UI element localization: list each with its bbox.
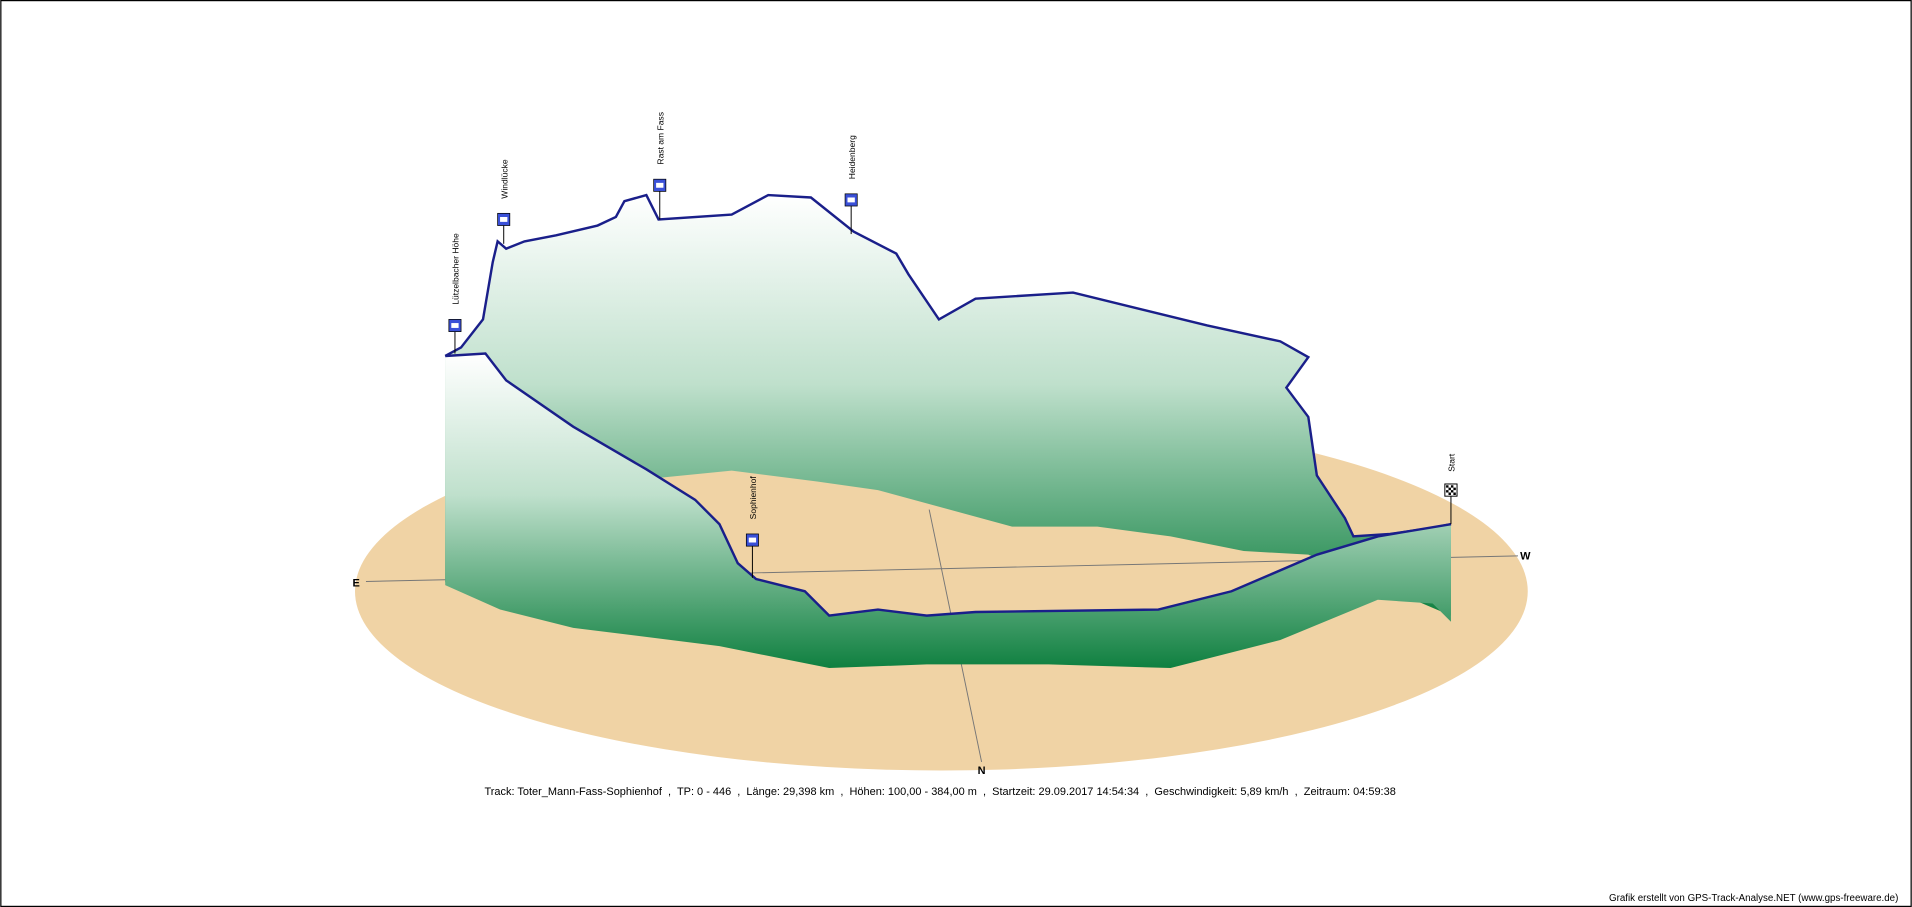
credit: Grafik erstellt von GPS-Track-Analyse.NE… [1609, 893, 1898, 904]
waypoint-label: Lützelbacher Höhe [451, 233, 461, 305]
elevation-wall-back [445, 195, 1451, 616]
waypoint: Sophienhof [745, 476, 760, 578]
track-line-back [444, 193, 1452, 538]
waypoint: Rast am Fass [653, 112, 667, 220]
waypoint: Heidenberg [844, 135, 858, 235]
elevation-wall-front [445, 353, 1451, 669]
track-info: Track: Toter_Mann-Fass-Sophienhof , TP: … [484, 786, 1395, 798]
compass-north: N [978, 765, 986, 777]
compass-east: E [353, 577, 360, 589]
waypoint: Windlücke [497, 159, 511, 244]
waypoint-label: Sophienhof [748, 476, 758, 520]
compass-west: W [1520, 551, 1531, 563]
waypoint: Start [1444, 453, 1458, 525]
waypoint-label: Start [1447, 453, 1457, 472]
waypoint-label: Windlücke [499, 159, 509, 199]
waypoint-label: Rast am Fass [655, 112, 665, 165]
waypoint: Lützelbacher Höhe [448, 233, 462, 354]
waypoint-label: Heidenberg [847, 135, 857, 179]
track-line-front [445, 352, 1452, 617]
